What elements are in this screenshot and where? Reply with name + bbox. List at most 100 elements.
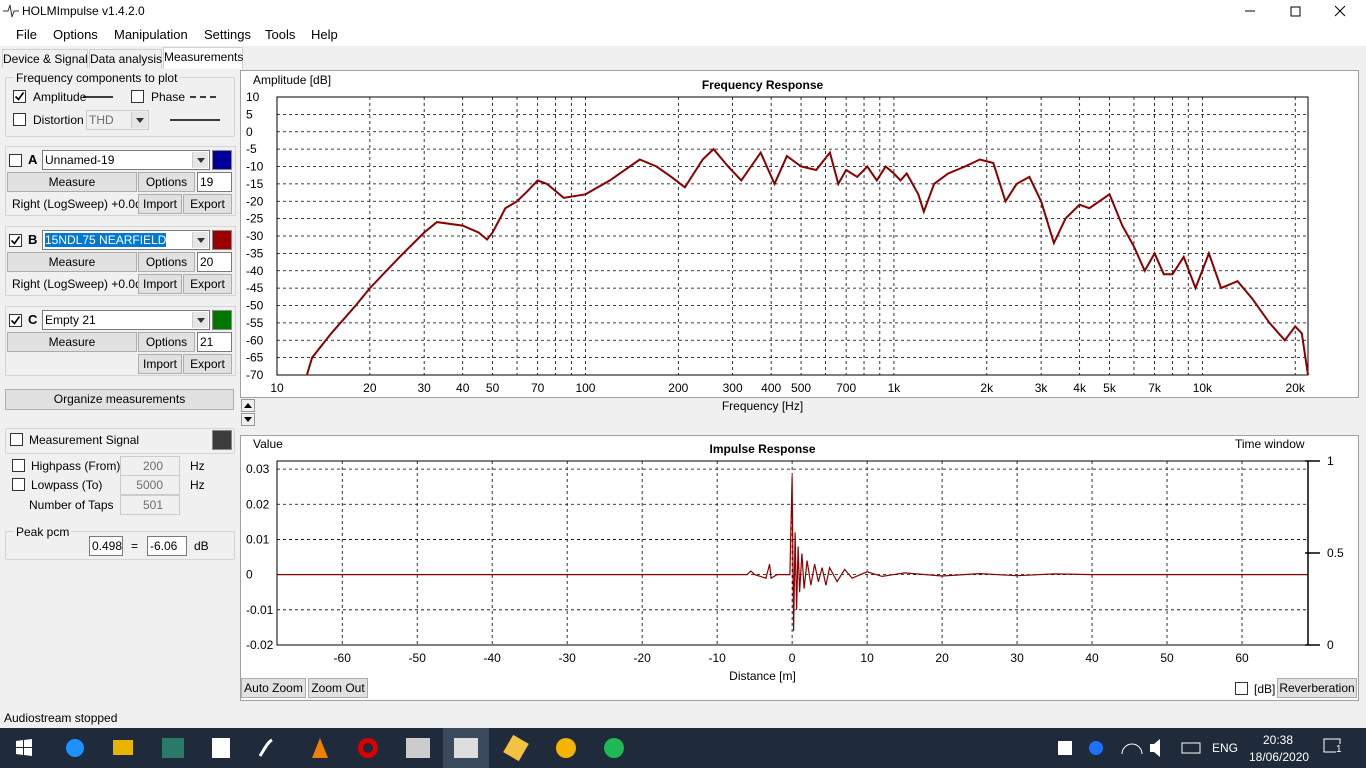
x-tick-label: 200: [668, 381, 688, 395]
organize-button[interactable]: Organize measurements: [5, 389, 234, 410]
group-box: [5, 531, 235, 560]
dropdown-arrow: [131, 112, 147, 128]
export-button[interactable]: Export: [183, 274, 232, 294]
spinner-value: 19: [200, 175, 214, 189]
measurement-box: [5, 226, 236, 296]
y-axis-label: Value: [253, 437, 283, 451]
import-button[interactable]: Import: [138, 274, 182, 294]
spinner[interactable]: 20: [197, 252, 232, 272]
scroll-arrows[interactable]: [241, 399, 256, 427]
label: Lowpass (To): [31, 478, 103, 492]
checkbox[interactable]: [10, 433, 23, 446]
unit: Hz: [190, 478, 205, 492]
y2-tick-label: 0.5: [1327, 546, 1344, 560]
x-tick-label: -40: [484, 651, 502, 665]
clock-date[interactable]: 18/06/2020: [1249, 750, 1310, 764]
color-swatch[interactable]: [212, 150, 232, 170]
spinner[interactable]: 21: [197, 332, 232, 352]
dropdown-arrow: [192, 312, 208, 328]
checkbox[interactable]: [12, 478, 25, 491]
menu-item[interactable]: Help: [311, 27, 338, 42]
group-title: Frequency components to plot: [14, 71, 180, 85]
options-button[interactable]: Options: [138, 332, 195, 352]
color-swatch[interactable]: [212, 310, 232, 330]
checkbox[interactable]: [12, 459, 25, 472]
checkbox[interactable]: [9, 154, 22, 167]
menu-item[interactable]: Tools: [265, 27, 296, 42]
window-controls[interactable]: [1230, 0, 1366, 23]
y-tick-label: -0.02: [246, 638, 274, 652]
measure-button[interactable]: Measure: [7, 172, 137, 192]
x-tick-label: 40: [1085, 651, 1099, 665]
x-axis-label: Frequency [Hz]: [722, 399, 803, 413]
dropdown-arrow: [192, 152, 208, 168]
measure-button[interactable]: Measure: [7, 252, 137, 272]
y2-axis-label: Time window: [1235, 437, 1305, 451]
tab[interactable]: Measurements: [163, 47, 243, 69]
x-tick-label: 7k: [1148, 381, 1162, 395]
measurement-name: Empty 21: [45, 313, 96, 327]
import-button[interactable]: Import: [138, 194, 182, 214]
spinner[interactable]: 501: [120, 495, 180, 515]
label: [dB]: [1254, 682, 1276, 696]
tab[interactable]: Device & Signal: [2, 49, 88, 68]
measure-button[interactable]: Measure: [7, 332, 137, 352]
check-mark: [10, 316, 21, 325]
menu-item[interactable]: Options: [53, 27, 98, 42]
options-button[interactable]: Options: [138, 172, 195, 192]
group-box: [5, 428, 235, 454]
check-mark: [14, 92, 25, 101]
checkbox[interactable]: [13, 90, 26, 103]
dropdown[interactable]: 15NDL75 NEARFIELD: [42, 230, 210, 250]
dropdown[interactable]: Unnamed-19: [42, 150, 210, 170]
x-tick-label: 30: [1010, 651, 1024, 665]
color-swatch[interactable]: [212, 430, 232, 450]
source-label: Right (LogSweep) +0.0dB: [12, 277, 150, 291]
chart-title: Frequency Response: [702, 78, 824, 92]
reverberation-button[interactable]: Reverberation: [1277, 678, 1357, 698]
auto-zoom-button[interactable]: Auto Zoom: [241, 678, 306, 698]
checkbox[interactable]: [13, 113, 26, 126]
x-tick-label: 10k: [1193, 381, 1213, 395]
color-swatch[interactable]: [212, 230, 232, 250]
data-line: [277, 476, 1308, 631]
x-tick-label: 1k: [888, 381, 902, 395]
spinner[interactable]: 5000: [120, 475, 180, 495]
options-button[interactable]: Options: [138, 252, 195, 272]
checkbox[interactable]: [1235, 682, 1248, 695]
export-button[interactable]: Export: [183, 194, 232, 214]
checkbox[interactable]: [9, 234, 22, 247]
zoom-out-button[interactable]: Zoom Out: [308, 678, 368, 698]
tab[interactable]: Data analysis: [89, 49, 162, 68]
checkbox[interactable]: [9, 314, 22, 327]
y-tick-label: 0.03: [246, 462, 270, 476]
title-bar: [0, 0, 1366, 23]
y-tick-label: -55: [246, 316, 264, 330]
x-tick-label: 500: [791, 381, 811, 395]
y-tick-label: -30: [246, 229, 264, 243]
dropdown[interactable]: Empty 21: [42, 310, 210, 330]
app-icon: [3, 4, 19, 18]
letter: B: [28, 232, 38, 247]
y-tick-label: -40: [246, 264, 264, 278]
x-tick-label: 20: [935, 651, 949, 665]
menu-item[interactable]: File: [16, 27, 37, 42]
label: Phase: [151, 90, 186, 104]
group-title: Peak pcm: [14, 525, 72, 539]
export-button[interactable]: Export: [183, 354, 232, 374]
menu-item[interactable]: Settings: [204, 27, 251, 42]
x-axis-label: Distance [m]: [729, 669, 796, 683]
language[interactable]: ENG: [1212, 741, 1239, 755]
taskbar-icons[interactable]: [0, 728, 640, 768]
tray-icons[interactable]: [1050, 728, 1210, 768]
clock-time[interactable]: 20:38: [1263, 733, 1294, 747]
checkbox[interactable]: [131, 90, 144, 103]
impulse-panel: [240, 435, 1359, 701]
menu-item[interactable]: Manipulation: [114, 27, 188, 42]
dropdown-arrow: [192, 232, 208, 248]
spinner[interactable]: 19: [197, 172, 232, 192]
import-button[interactable]: Import: [138, 354, 182, 374]
dropdown[interactable]: THD: [86, 110, 149, 130]
spinner-value: 20: [200, 255, 214, 269]
